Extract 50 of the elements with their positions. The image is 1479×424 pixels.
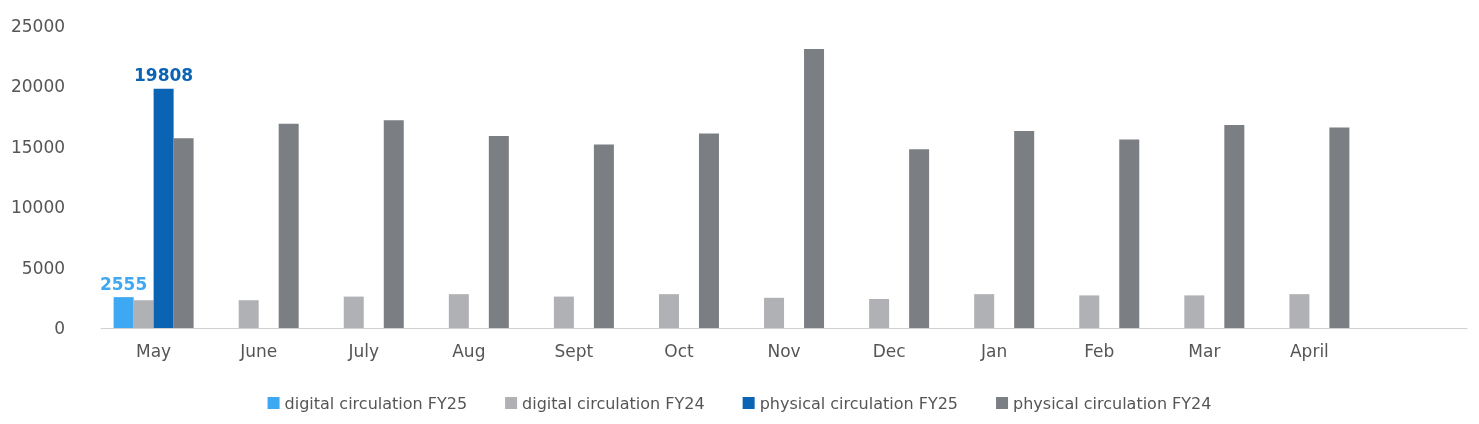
bar — [1119, 139, 1140, 328]
y-tick-label: 5000 — [21, 257, 66, 278]
y-tick-label: 15000 — [10, 136, 66, 157]
bar — [488, 135, 509, 328]
y-tick-label: 25000 — [10, 16, 66, 36]
bar — [764, 297, 785, 328]
x-tick-label: Aug — [452, 340, 486, 361]
bar — [658, 294, 679, 328]
bar — [238, 300, 259, 328]
bar — [1329, 127, 1350, 328]
bar — [448, 294, 469, 328]
bar — [804, 48, 825, 328]
bar — [869, 299, 890, 328]
y-tick-label: 0 — [54, 318, 66, 338]
bar — [593, 144, 614, 328]
y-tick-label: 20000 — [10, 76, 66, 97]
x-tick-label: June — [239, 340, 278, 361]
data-label: 2555 — [99, 273, 148, 294]
bar — [909, 149, 930, 328]
x-tick-label: April — [1289, 340, 1329, 361]
bar — [133, 300, 154, 328]
bar — [383, 120, 404, 328]
bar — [1079, 295, 1100, 328]
x-tick-label: Mar — [1188, 340, 1221, 361]
x-tick-label: Dec — [872, 340, 906, 361]
data-label: 19808 — [134, 65, 194, 86]
x-tick-label: May — [136, 340, 172, 361]
x-tick-label: July — [347, 340, 380, 361]
y-tick-label: 10000 — [10, 197, 66, 218]
bar — [113, 297, 134, 328]
x-tick-label: Oct — [664, 340, 694, 361]
x-tick-label: Feb — [1084, 340, 1115, 361]
bar — [553, 296, 574, 328]
bar — [1289, 294, 1310, 328]
legend-label: digital circulation FY25 — [284, 393, 468, 413]
x-tick-label: Sept — [554, 340, 594, 361]
legend-label: physical circulation FY24 — [1013, 393, 1212, 413]
bar — [173, 138, 194, 328]
bar — [1014, 131, 1035, 328]
bar — [698, 133, 719, 328]
bar — [974, 294, 995, 328]
x-tick-label: Jan — [980, 340, 1008, 361]
legend-label: digital circulation FY24 — [522, 393, 705, 413]
x-tick-label: Nov — [767, 340, 801, 361]
bar — [1184, 295, 1205, 328]
bar — [343, 296, 364, 328]
legend-label: physical circulation FY25 — [759, 393, 959, 413]
bar — [278, 123, 299, 328]
bar — [153, 88, 174, 328]
bar — [1224, 125, 1245, 328]
